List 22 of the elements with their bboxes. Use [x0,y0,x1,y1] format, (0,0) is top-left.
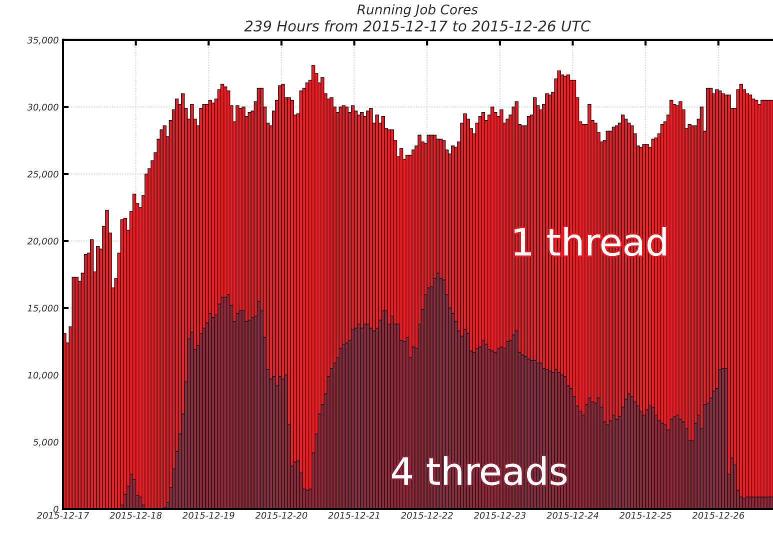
x-tick-label: 2015-12-19 [182,512,234,519]
y-tick-label: 15,000 [28,304,58,312]
chart-subtitle: 239 Hours from 2015-12-17 to 2015-12-26 UTC [244,20,591,32]
x-tick-label: 2015-12-25 [619,512,672,519]
y-tick-label: 25,000 [27,170,58,178]
x-tick-label: 2015-12-24 [546,512,598,519]
x-tick-label: 2015-12-21 [328,512,380,519]
x-tick-label: 2015-12-26 [692,512,744,519]
series-label: 4 threads [392,456,567,486]
x-tick-label: 2015-12-23 [474,512,526,519]
y-tick-label: 5,000 [33,438,58,446]
bar [160,129,164,510]
x-tick-label: 2015-12-22 [400,512,453,519]
x-tick-label: 2015-12-20 [255,512,308,519]
y-tick-label: 0 [54,506,58,513]
y-tick-label: 10,000 [28,372,58,380]
y-tick-label: 20,000 [27,238,58,246]
y-tick-label: 35,000 [27,36,58,44]
y-tick-label: 30,000 [27,104,58,112]
x-tick-label: 2015-12-18 [110,512,162,519]
x-tick-label: 2015-12-17 [36,512,90,519]
chart-title: Running Job Cores [357,4,478,18]
